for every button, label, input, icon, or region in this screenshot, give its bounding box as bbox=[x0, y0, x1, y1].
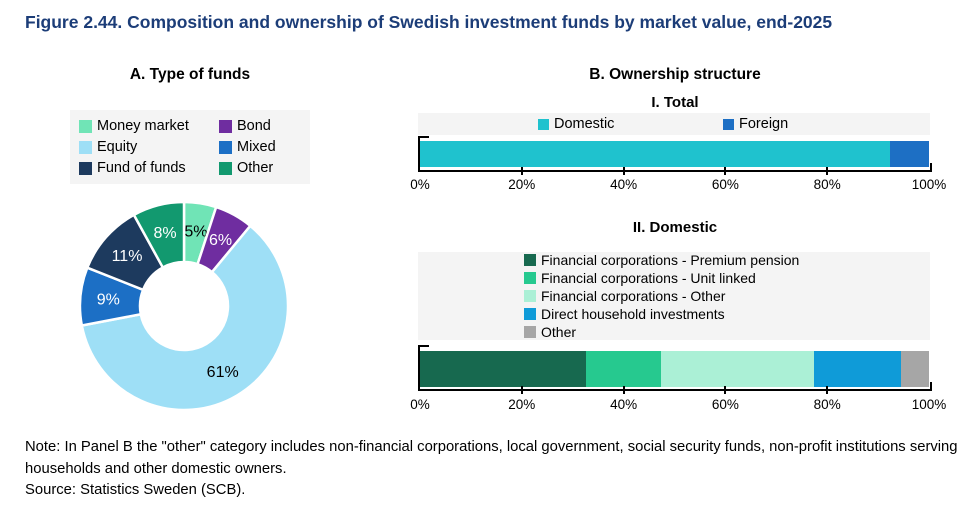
x-tick-label: 20% bbox=[508, 177, 536, 192]
legend-swatch-icon bbox=[79, 161, 92, 175]
legend-swatch-icon bbox=[524, 254, 536, 266]
bar-segment-domestic bbox=[420, 141, 890, 167]
y-axis-line bbox=[418, 136, 420, 172]
legend-swatch-icon bbox=[79, 140, 92, 154]
donut-label-other: 8% bbox=[154, 225, 177, 242]
axis-top-cap bbox=[418, 136, 429, 138]
legend-label: Financial corporations - Premium pension bbox=[541, 252, 800, 268]
bar-segment-financial-corporations-other bbox=[660, 351, 815, 387]
donut-label-equity: 61% bbox=[207, 364, 239, 381]
donut-label-money-market: 5% bbox=[184, 223, 207, 240]
legend-label: Direct household investments bbox=[541, 306, 725, 322]
total-bar-plot bbox=[418, 136, 932, 175]
donut-slice-other bbox=[132, 200, 186, 269]
total-bar-x-labels: 0% 20% 40% 60% 80% 100% bbox=[410, 177, 946, 193]
axis-right-cap bbox=[930, 163, 932, 172]
legend-item-mixed: Mixed bbox=[219, 139, 310, 155]
legend-item-foreign: Foreign bbox=[723, 116, 788, 132]
legend-item-other: Other bbox=[219, 160, 310, 176]
legend-label: Mixed bbox=[237, 139, 276, 155]
legend-label: Financial corporations - Other bbox=[541, 288, 726, 304]
domestic-bar-plot bbox=[418, 345, 932, 394]
panel-a-heading: A. Type of funds bbox=[129, 66, 251, 83]
x-tick-label: 40% bbox=[610, 397, 638, 412]
legend-item-money-market: Money market bbox=[79, 118, 219, 134]
legend-swatch-icon bbox=[219, 119, 232, 133]
legend-item-other: Other bbox=[524, 324, 930, 340]
donut-slice-equity bbox=[80, 224, 290, 412]
y-axis-line bbox=[418, 345, 420, 391]
x-tick-label: 100% bbox=[911, 397, 947, 412]
legend-item-direct-household-investments: Direct household investments bbox=[524, 306, 930, 322]
section-total-heading: I. Total bbox=[651, 94, 699, 111]
bar-segment-financial-corporations-unit-linked bbox=[586, 351, 661, 387]
total-bar-legend: Domestic Foreign bbox=[418, 113, 930, 135]
total-stacked-bar bbox=[420, 141, 929, 167]
domestic-stacked-bar bbox=[420, 351, 929, 387]
legend-swatch-icon bbox=[219, 161, 232, 175]
legend-item-financial-corporations-other: Financial corporations - Other bbox=[524, 288, 930, 304]
legend-label: Equity bbox=[97, 139, 138, 155]
donut-label-mixed: 9% bbox=[97, 291, 120, 308]
x-tick-label: 0% bbox=[410, 177, 430, 192]
legend-label: Money market bbox=[97, 118, 189, 134]
legend-swatch-icon bbox=[524, 290, 536, 302]
footnotes: Note: In Panel B the "other" category in… bbox=[25, 437, 967, 502]
bar-segment-foreign bbox=[889, 141, 929, 167]
x-tick-label: 100% bbox=[911, 177, 947, 192]
donut-label-bond: 6% bbox=[209, 232, 232, 249]
figure-title: Figure 2.44. Composition and ownership o… bbox=[25, 12, 833, 32]
axis-top-cap bbox=[418, 345, 429, 347]
legend-label: Other bbox=[237, 160, 274, 176]
legend-item-financial-corporations-premium-pension: Financial corporations - Premium pension bbox=[524, 252, 930, 268]
legend-label: Other bbox=[541, 324, 577, 340]
x-tick-label: 80% bbox=[813, 177, 841, 192]
panel-b-heading: B. Ownership structure bbox=[589, 66, 761, 83]
legend-item-domestic: Domestic bbox=[538, 116, 614, 132]
legend-label: Fund of funds bbox=[97, 160, 186, 176]
x-axis-line bbox=[418, 389, 932, 391]
legend-swatch-icon bbox=[524, 272, 536, 284]
legend-swatch-icon bbox=[219, 140, 232, 154]
legend-item-fund-of-funds: Fund of funds bbox=[79, 160, 219, 176]
legend-swatch-icon bbox=[538, 118, 549, 130]
x-tick-label: 60% bbox=[711, 397, 739, 412]
legend-label: Domestic bbox=[554, 116, 615, 132]
legend-item-equity: Equity bbox=[79, 139, 219, 155]
note-text: Note: In Panel B the "other" category in… bbox=[25, 439, 958, 477]
domestic-bar-x-labels: 0% 20% 40% 60% 80% 100% bbox=[410, 397, 946, 413]
legend-item-bond: Bond bbox=[219, 118, 310, 134]
panel-a-legend: Money market Bond Equity Mixed Fund of funds… bbox=[70, 110, 310, 184]
x-axis-line bbox=[418, 170, 932, 172]
legend-swatch-icon bbox=[524, 308, 536, 320]
bar-segment-direct-household-investments bbox=[814, 351, 902, 387]
section-domestic-heading: II. Domestic bbox=[632, 219, 718, 236]
x-tick-label: 40% bbox=[610, 177, 638, 192]
x-tick-label: 80% bbox=[813, 397, 841, 412]
x-tick-label: 0% bbox=[410, 397, 430, 412]
axis-right-cap bbox=[930, 382, 932, 391]
legend-swatch-icon bbox=[79, 119, 92, 133]
bar-segment-financial-corporations-premium-pension bbox=[420, 351, 587, 387]
donut-chart: 5% 6% 61% 9% 11% 8% bbox=[78, 200, 290, 412]
legend-label: Foreign bbox=[739, 116, 789, 132]
x-tick-label: 20% bbox=[508, 397, 536, 412]
x-tick-label: 60% bbox=[711, 177, 739, 192]
legend-swatch-icon bbox=[524, 326, 536, 338]
legend-label: Bond bbox=[237, 118, 271, 134]
source-text: Source: Statistics Sweden (SCB). bbox=[25, 482, 246, 498]
bar-segment-other bbox=[901, 351, 929, 387]
legend-item-financial-corporations-unit-linked: Financial corporations - Unit linked bbox=[524, 270, 930, 286]
legend-label: Financial corporations - Unit linked bbox=[541, 270, 756, 286]
domestic-bar-legend: Financial corporations - Premium pension… bbox=[418, 252, 930, 340]
donut-label-fund-of-funds: 11% bbox=[112, 248, 143, 265]
legend-swatch-icon bbox=[723, 118, 734, 130]
